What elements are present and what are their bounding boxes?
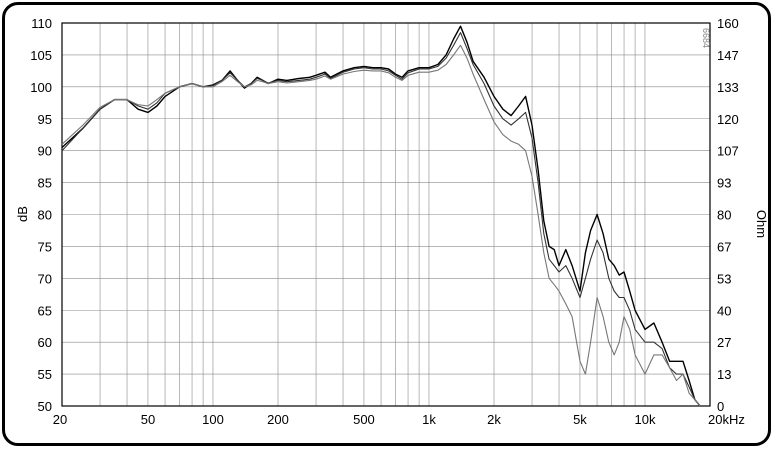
y-axis-label: dB bbox=[15, 206, 30, 222]
y-tick-label: 75 bbox=[38, 239, 52, 254]
y2-tick-label: 0 bbox=[717, 399, 724, 414]
y-tick-label: 95 bbox=[38, 112, 52, 127]
series-line-3 bbox=[61, 44, 701, 407]
chart-frame bbox=[2, 2, 771, 446]
grid-lines bbox=[62, 23, 710, 406]
y2-tick-label: 27 bbox=[717, 335, 731, 350]
y2-tick-label: 120 bbox=[717, 112, 739, 127]
y2-tick-label: 93 bbox=[717, 176, 731, 191]
x-tick-label: 500 bbox=[353, 412, 375, 427]
y-tick-label: 85 bbox=[38, 176, 52, 191]
series-line-2 bbox=[61, 32, 701, 407]
y2-tick-label: 67 bbox=[717, 239, 731, 254]
series-group bbox=[61, 25, 701, 407]
x-tick-label: 1k bbox=[422, 412, 436, 427]
x-tick-label: 10k bbox=[634, 412, 655, 427]
y-tick-label: 80 bbox=[38, 208, 52, 223]
y-tick-label: 100 bbox=[30, 80, 52, 95]
watermark-text: 6684 bbox=[701, 28, 711, 48]
y2-tick-label: 107 bbox=[717, 144, 739, 159]
y2-tick-label: 40 bbox=[717, 303, 731, 318]
x-tick-label: 50 bbox=[141, 412, 155, 427]
y-tick-label: 60 bbox=[38, 335, 52, 350]
y-tick-label: 50 bbox=[38, 399, 52, 414]
x-tick-label: 5k bbox=[573, 412, 587, 427]
x-tick-label: 200 bbox=[267, 412, 289, 427]
y-tick-label: 70 bbox=[38, 271, 52, 286]
y-tick-label: 65 bbox=[38, 303, 52, 318]
y2-tick-label: 160 bbox=[717, 16, 739, 31]
y2-tick-label: 53 bbox=[717, 271, 731, 286]
y2-tick-label: 147 bbox=[717, 48, 739, 63]
x-tick-label: 20kHz bbox=[708, 412, 745, 427]
x-tick-labels: 20 50 100 200 500 1k 2k 5k 10k 20kHz bbox=[53, 412, 745, 427]
y2-tick-labels: 160 147 133 120 107 93 80 67 53 40 27 13 0 bbox=[717, 16, 739, 414]
y-tick-label: 55 bbox=[38, 367, 52, 382]
x-tick-label: 100 bbox=[202, 412, 224, 427]
y2-tick-label: 13 bbox=[717, 367, 731, 382]
x-tick-label: 2k bbox=[487, 412, 501, 427]
x-tick-label: 20 bbox=[53, 412, 67, 427]
y-tick-label: 110 bbox=[31, 16, 52, 31]
y-tick-label: 105 bbox=[30, 48, 52, 63]
plot-border bbox=[61, 22, 711, 407]
y2-tick-label: 80 bbox=[717, 208, 731, 223]
y-tick-label: 90 bbox=[38, 144, 52, 159]
y2-tick-label: 133 bbox=[717, 80, 739, 95]
y-tick-labels: 110 105 100 95 90 85 80 75 70 65 60 55 50 bbox=[30, 16, 52, 414]
y2-axis-label: Ohm bbox=[754, 210, 769, 238]
